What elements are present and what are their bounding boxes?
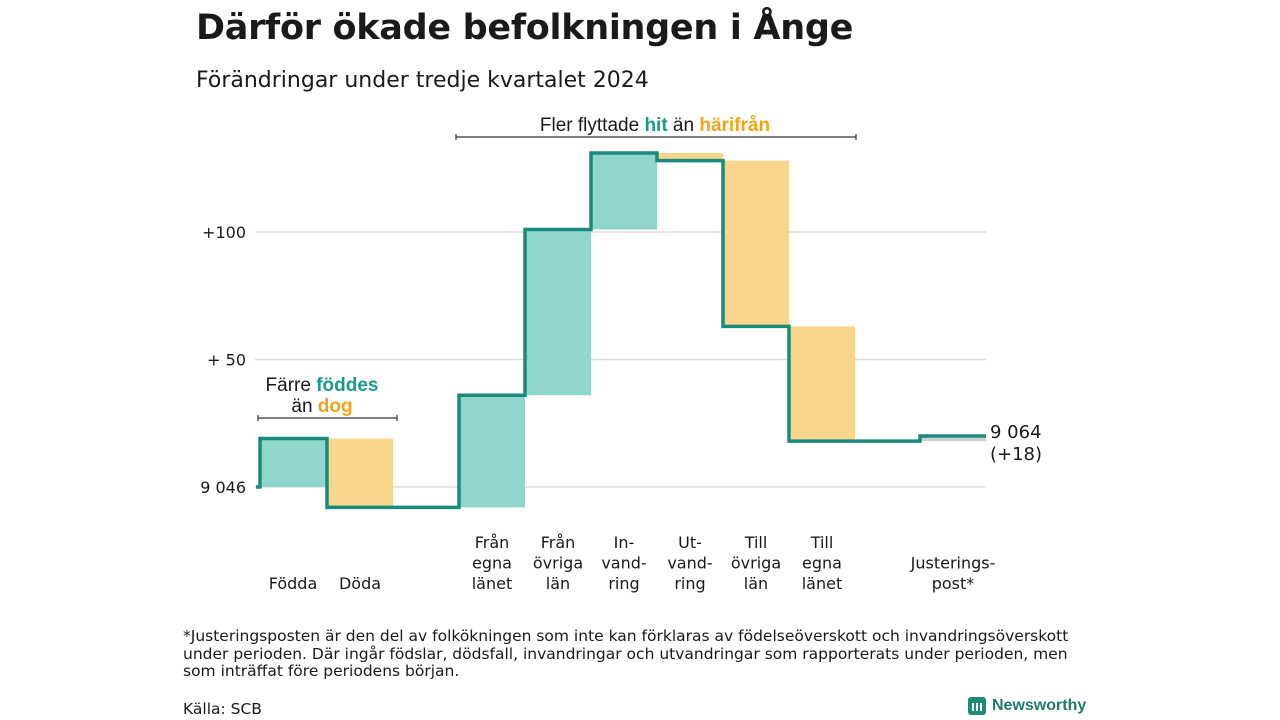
bar-1 — [260, 438, 326, 487]
category-label-line: övriga — [533, 554, 583, 573]
category-label-line: vand- — [667, 554, 712, 573]
source-label: Källa: SCB — [183, 700, 262, 718]
annotation-text: Färre — [266, 375, 317, 396]
y-tick-label: 9 046 — [200, 478, 246, 497]
bar-8 — [789, 326, 855, 442]
annotation-text: Fler flyttade — [540, 115, 645, 136]
category-label: Ut-vand-ring — [667, 533, 712, 593]
category-label: Döda — [339, 574, 381, 593]
category-label-line: ring — [674, 574, 705, 593]
category-label-line: län — [744, 574, 768, 593]
annotation-highlight-here: hit — [644, 115, 668, 136]
footnote: *Justeringsposten är den del av folkökni… — [183, 627, 1069, 680]
category-label-line: Till — [744, 533, 768, 552]
category-label-line: Från — [541, 533, 576, 552]
category-label-line: ring — [608, 574, 639, 593]
annotation-highlight-born: föddes — [316, 375, 378, 396]
category-label: Från övriga län — [533, 533, 583, 593]
bar-6 — [657, 152, 723, 161]
category-label-line: län — [546, 574, 570, 593]
annotation-text: än — [291, 396, 317, 417]
end-value-line: 9 064 — [990, 422, 1042, 443]
bar-3 — [459, 395, 525, 508]
births-annotation-line1: Färre föddes — [266, 375, 379, 396]
category-label-line: övriga — [731, 554, 781, 573]
bar-7 — [723, 160, 789, 327]
bars — [260, 152, 986, 508]
category-label: Från egna länet — [472, 533, 513, 593]
annotation-highlight-away: härifrån — [699, 115, 770, 136]
bar-4 — [525, 229, 591, 396]
category-label-line: egna — [802, 554, 842, 573]
category-label-line: Födda — [269, 574, 318, 593]
births-bracket — [257, 415, 398, 421]
category-label: In-vand-ring — [601, 533, 646, 593]
category-label-line: egna — [472, 554, 512, 573]
category-label: Födda — [269, 574, 318, 593]
migration-bracket — [455, 134, 857, 140]
category-label-line: Döda — [339, 574, 381, 593]
category-label-line: Justerings- — [910, 554, 996, 573]
category-label-line: Till — [810, 533, 834, 552]
category-label: Till egna länet — [802, 533, 843, 593]
y-tick-label: +100 — [202, 223, 246, 242]
brand-logo: Newsworthy — [968, 697, 1086, 715]
step-line-path — [256, 151, 986, 510]
newsworthy-logo-icon — [968, 697, 986, 715]
step-line — [256, 151, 986, 510]
category-label-line: In- — [614, 533, 635, 552]
bar-2 — [327, 438, 393, 508]
end-value-line: (+18) — [990, 444, 1042, 465]
category-label: Till övriga län — [731, 533, 781, 593]
annotation-text: än — [668, 115, 700, 136]
births-annotation: Färre föddes än dog — [266, 375, 379, 417]
bar-5 — [591, 152, 657, 230]
annotation-highlight-died: dog — [318, 396, 353, 417]
chart-title: Därför ökade befolkningen i Ånge — [196, 8, 854, 48]
migration-annotation: Fler flyttade hit än härifrån — [540, 115, 770, 136]
chart-subtitle: Förändringar under tredje kvartalet 2024 — [196, 68, 649, 93]
bar-9 — [920, 436, 986, 442]
category-label-line: post* — [932, 574, 975, 593]
y-tick-label: + 50 — [207, 351, 246, 370]
category-label-line: Från — [475, 533, 510, 552]
brand-name: Newsworthy — [992, 697, 1087, 714]
category-label-line: vand- — [601, 554, 646, 573]
category-label-line: länet — [802, 574, 843, 593]
category-label-line: Ut- — [678, 533, 702, 552]
migration-annotation-line: Fler flyttade hit än härifrån — [540, 115, 770, 136]
category-label-line: länet — [472, 574, 513, 593]
births-annotation-line2: än dog — [291, 396, 352, 417]
category-label: Justerings-post* — [910, 554, 996, 594]
end-value-label: 9 064 (+18) — [990, 422, 1042, 465]
